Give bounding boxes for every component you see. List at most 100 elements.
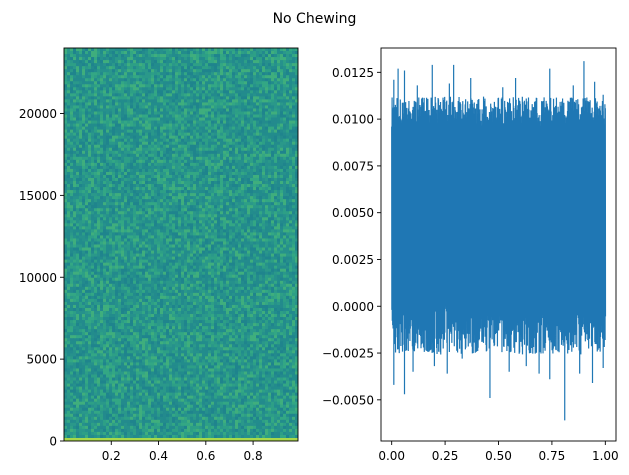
spectrogram-cell bbox=[208, 81, 212, 85]
spectrogram-cell bbox=[259, 78, 263, 82]
spectrogram-cell bbox=[181, 159, 185, 164]
spectrogram-cell bbox=[262, 75, 266, 79]
spectrogram-cell bbox=[211, 129, 215, 134]
spectrogram-cell bbox=[139, 159, 143, 164]
spectrogram-cell bbox=[226, 72, 230, 76]
spectrogram-cell bbox=[241, 132, 245, 137]
spectrogram-cell bbox=[175, 78, 179, 82]
spectrogram-cell bbox=[109, 57, 113, 61]
spectrogram-cell bbox=[250, 181, 254, 185]
spectrogram-cell bbox=[208, 135, 212, 140]
spectrogram-cell bbox=[295, 84, 298, 88]
spectrogram-cell bbox=[172, 123, 176, 128]
spectrogram-cell bbox=[196, 135, 200, 140]
spectrogram-cell bbox=[229, 99, 233, 104]
spectrogram-cell bbox=[262, 63, 266, 67]
spectrogram-cell bbox=[268, 171, 272, 176]
spectrogram-cell bbox=[166, 60, 170, 64]
spectrogram-cell bbox=[76, 159, 80, 164]
spectrogram-cell bbox=[172, 156, 176, 161]
spectrogram-cell bbox=[253, 199, 257, 203]
spectrogram-cell bbox=[220, 132, 224, 137]
spectrogram-cell bbox=[172, 96, 176, 100]
spectrogram-cell bbox=[64, 105, 68, 110]
spectrogram-cell bbox=[124, 177, 128, 182]
spectrogram-cell bbox=[82, 87, 86, 91]
spectrogram-cell bbox=[94, 187, 98, 191]
spectrogram-cell bbox=[79, 63, 83, 67]
spectrogram-cell bbox=[223, 187, 227, 191]
spectrogram-cell bbox=[199, 190, 203, 194]
spectrogram-cell bbox=[250, 196, 254, 200]
spectrogram-cell bbox=[160, 193, 164, 197]
spectrogram-cell bbox=[190, 105, 194, 110]
spectrogram-cell bbox=[193, 105, 197, 110]
spectrogram-cell bbox=[157, 96, 161, 100]
spectrogram-cell bbox=[241, 165, 245, 170]
spectrogram-cell bbox=[121, 156, 125, 161]
spectrogram-cell bbox=[229, 129, 233, 134]
spectrogram-cell bbox=[193, 129, 197, 134]
spectrogram-cell bbox=[220, 126, 224, 131]
spectrogram-cell bbox=[70, 105, 74, 110]
spectrogram-cell bbox=[277, 159, 281, 164]
spectrogram-cell bbox=[142, 165, 146, 170]
spectrogram-cell bbox=[88, 87, 92, 91]
spectrogram-cell bbox=[97, 153, 101, 158]
spectrogram-cell bbox=[292, 99, 296, 104]
spectrogram-cell bbox=[160, 114, 164, 119]
spectrogram-cell bbox=[154, 117, 158, 122]
spectrogram-cell bbox=[253, 93, 257, 97]
spectrogram-cell bbox=[103, 156, 107, 161]
spectrogram-cell bbox=[241, 120, 245, 125]
spectrogram-cell bbox=[97, 184, 101, 188]
spectrogram-cell bbox=[247, 120, 251, 125]
spectrogram-cell bbox=[160, 177, 164, 182]
spectrogram-cell bbox=[187, 190, 191, 194]
spectrogram-cell bbox=[247, 84, 251, 88]
spectrogram-cell bbox=[115, 105, 119, 110]
spectrogram-cell bbox=[124, 123, 128, 128]
spectrogram-cell bbox=[226, 99, 230, 104]
spectrogram-cell bbox=[277, 141, 281, 146]
spectrogram-cell bbox=[274, 75, 278, 79]
spectrogram-cell bbox=[121, 96, 125, 100]
spectrogram-cell bbox=[76, 111, 80, 116]
spectrogram-cell bbox=[193, 132, 197, 137]
spectrogram-cell bbox=[187, 51, 191, 55]
spectrogram-cell bbox=[151, 196, 155, 200]
spectrogram-cell bbox=[139, 84, 143, 88]
spectrogram-cell bbox=[100, 114, 104, 119]
spectrogram-cell bbox=[76, 93, 80, 97]
spectrogram-cell bbox=[253, 117, 257, 122]
spectrogram-cell bbox=[253, 190, 257, 194]
spectrogram-cell bbox=[256, 60, 260, 64]
spectrogram-cell bbox=[139, 177, 143, 182]
spectrogram-cell bbox=[220, 123, 224, 128]
spectrogram-cell bbox=[112, 108, 116, 113]
spectrogram-cell bbox=[91, 177, 95, 182]
spectrogram-cell bbox=[175, 108, 179, 113]
spectrogram-cell bbox=[94, 168, 98, 173]
spectrogram-cell bbox=[241, 144, 245, 149]
spectrogram-cell bbox=[160, 54, 164, 58]
spectrogram-cell bbox=[217, 108, 221, 113]
spectrogram-cell bbox=[223, 54, 227, 58]
spectrogram-cell bbox=[223, 99, 227, 104]
spectrogram-cell bbox=[259, 96, 263, 100]
spectrogram-cell bbox=[136, 184, 140, 188]
spectrogram-cell bbox=[268, 84, 272, 88]
spectrogram-cell bbox=[115, 75, 119, 79]
spectrogram-cell bbox=[70, 60, 74, 64]
spectrogram-cell bbox=[202, 102, 206, 107]
spectrogram-cell bbox=[154, 96, 158, 100]
spectrogram-cell bbox=[232, 141, 236, 146]
spectrogram-cell bbox=[169, 132, 173, 137]
spectrogram-cell bbox=[106, 84, 110, 88]
spectrogram-cell bbox=[211, 78, 215, 82]
spectrogram-cell bbox=[100, 108, 104, 113]
spectrogram-cell bbox=[223, 174, 227, 179]
spectrogram-cell bbox=[103, 123, 107, 128]
spectrogram-cell bbox=[184, 144, 188, 149]
spectrogram-cell bbox=[205, 184, 209, 188]
